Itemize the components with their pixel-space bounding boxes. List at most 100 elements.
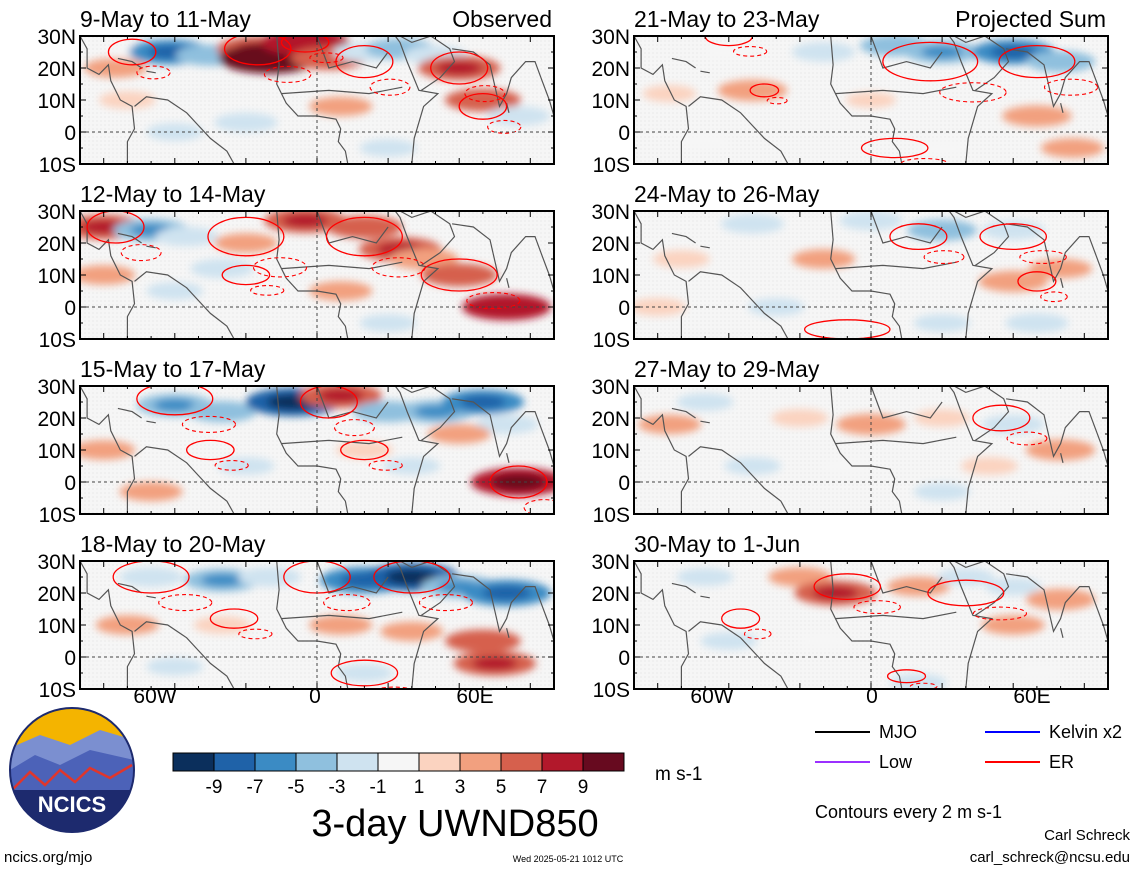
lat-tick-label: 10N (591, 615, 630, 638)
lat-tick-label: 0 (618, 472, 630, 495)
er-contour-negative (464, 85, 506, 103)
anomaly-blob (427, 424, 491, 444)
footer-email: carl_schreck@ncsu.edu (970, 849, 1130, 866)
coastline (80, 36, 136, 164)
lat-tick-label: 20N (37, 583, 76, 606)
anomaly-blob (336, 441, 393, 459)
anomaly-blob (119, 567, 183, 587)
anomaly-blob (845, 92, 897, 108)
colorbar-tick-label: -3 (329, 777, 346, 798)
coastline (634, 36, 690, 164)
anomaly-blob (80, 440, 136, 460)
anomaly-blob (792, 249, 856, 269)
anomaly-blob (187, 401, 257, 423)
anomaly-blob (839, 211, 903, 231)
panels-layer (79, 35, 1109, 705)
coastline (671, 57, 696, 69)
colorbar: -9 -7 -5 -3 -1 1 3 5 7 9 (172, 752, 625, 798)
er-contour-negative (853, 600, 901, 615)
lat-tick-label: 10S (39, 154, 76, 177)
er-contour (223, 36, 292, 66)
lat-tick-label: 0 (64, 647, 76, 670)
anomaly-blob (238, 567, 302, 587)
coastline (452, 573, 554, 642)
anomaly-blob (717, 79, 788, 101)
anomaly-core (990, 45, 1036, 59)
coastline (1060, 628, 1064, 638)
lat-tick-label: 30N (37, 551, 76, 574)
anomaly-blob (486, 106, 551, 126)
lon-tick-label: 60W (690, 685, 733, 708)
anomaly-core (462, 634, 504, 648)
er-contour (280, 36, 330, 53)
er-contour-negative (909, 682, 938, 689)
er-contour-negative (743, 628, 772, 640)
colorbar-swatch (213, 752, 256, 772)
colorbar-tick-label: -1 (370, 777, 387, 798)
coastline (421, 695, 435, 705)
er-contour (749, 83, 780, 98)
panel-title: 12-May to 14-May (80, 181, 266, 207)
anomaly-core (460, 395, 506, 409)
anomaly-core (472, 656, 518, 671)
coastline (281, 611, 403, 620)
panel-title: 9-May to 11-May (80, 6, 251, 32)
er-contour-negative (1019, 250, 1067, 265)
coastline (146, 70, 156, 74)
coastline (117, 232, 142, 244)
anomaly-blob (700, 632, 758, 650)
coastline (700, 420, 710, 424)
panel-title: 24-May to 26-May (634, 181, 820, 207)
coastline (506, 278, 510, 288)
anomaly-blob (771, 409, 829, 427)
coastline (80, 561, 136, 689)
coastline (953, 386, 1010, 441)
anomaly-core (343, 220, 386, 234)
anomaly-blob (1023, 483, 1074, 500)
map-panel (79, 385, 555, 515)
anomaly-blob (961, 457, 1018, 475)
er-contour (186, 439, 235, 461)
anomaly-blob (380, 621, 444, 642)
coastline (134, 96, 235, 164)
colorbar-swatch (295, 752, 338, 772)
anomaly-core (201, 573, 244, 587)
coastline (80, 386, 136, 514)
lat-tick-label: 10S (593, 154, 630, 177)
lat-tick-label: 20N (37, 58, 76, 81)
anomaly-blob (99, 91, 156, 109)
er-contour-negative (368, 460, 403, 471)
map-panel (633, 210, 1109, 340)
coastline (394, 386, 440, 514)
anomaly-blob (642, 85, 697, 102)
er-contour (107, 38, 157, 66)
anomaly-blob (792, 42, 856, 62)
anomaly-blob (984, 577, 1042, 596)
coastline (688, 96, 789, 164)
er-contour (221, 264, 271, 286)
anomaly-blob (1011, 665, 1063, 681)
lat-tick-label: 10N (591, 90, 630, 113)
anomaly-blob (703, 44, 754, 60)
coastline (399, 386, 456, 441)
anomaly-blob (637, 414, 702, 435)
anomaly-blob (95, 615, 159, 635)
anomaly-blob (190, 258, 254, 279)
anomaly-core (436, 61, 482, 75)
lat-tick-label: 10S (39, 679, 76, 702)
er-contour-negative (323, 594, 371, 612)
anomaly-blob (146, 282, 204, 300)
coastline (134, 446, 235, 514)
lat-tick-label: 10N (37, 615, 76, 638)
lat-tick-label: 10S (39, 504, 76, 527)
anomaly-blob (720, 214, 785, 234)
er-contour (972, 404, 1031, 432)
anomaly-blob (1025, 439, 1096, 461)
lat-tick-label: 30N (591, 201, 630, 224)
coastline (281, 86, 403, 95)
anomaly-blob (80, 265, 136, 285)
panel-title: 30-May to 1-Jun (634, 531, 800, 557)
anomaly-core (414, 405, 457, 418)
er-contour-negative (181, 415, 237, 433)
panel-title: 27-May to 29-May (634, 356, 820, 382)
